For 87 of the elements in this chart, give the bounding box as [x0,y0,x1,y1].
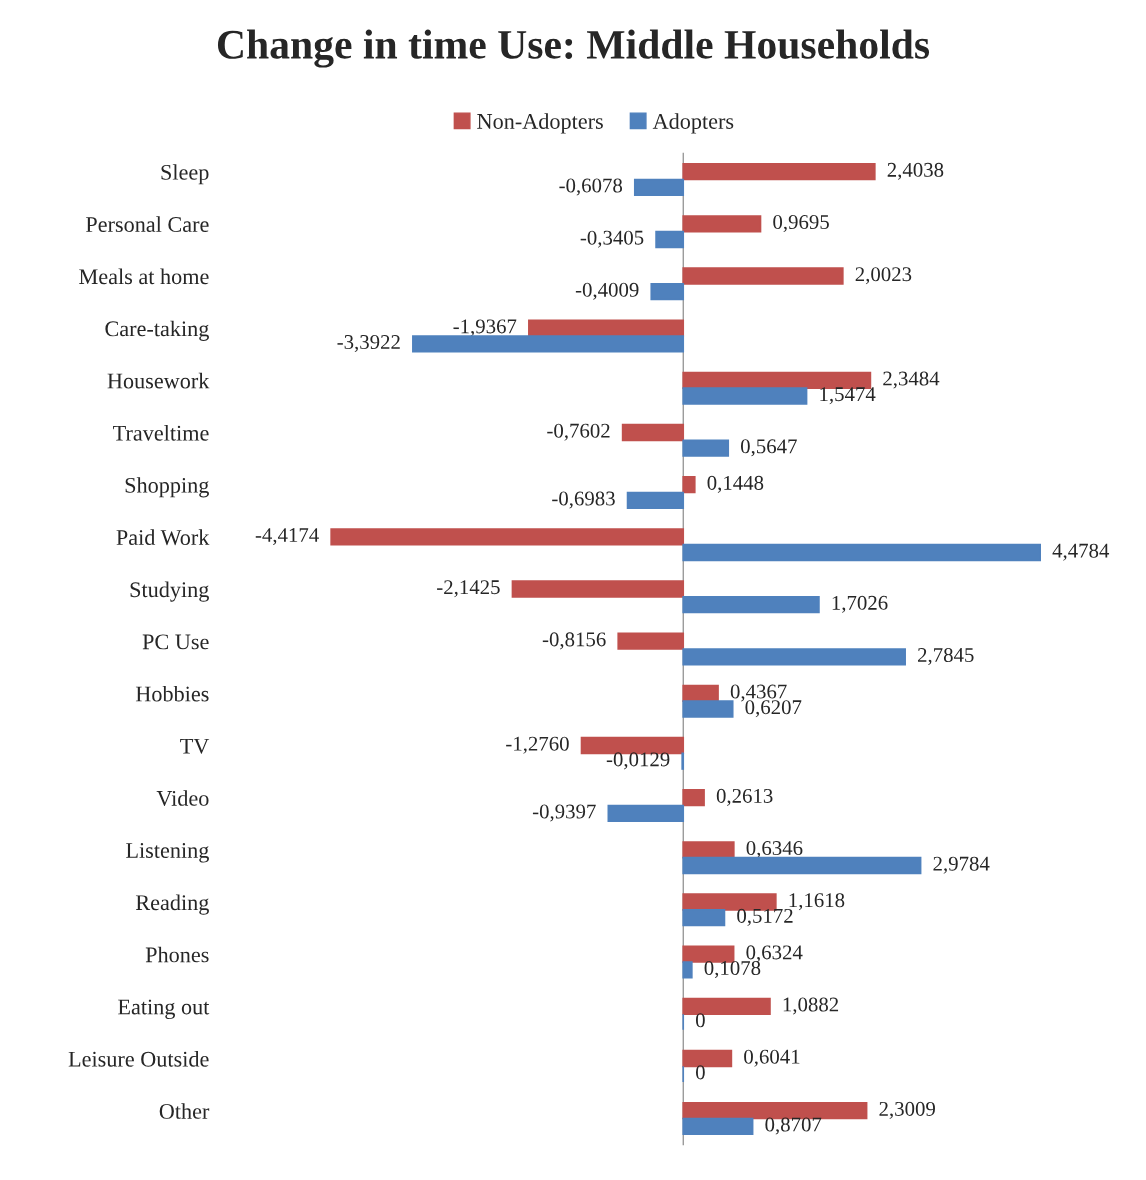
data-label: -1,2760 [506,736,569,754]
data-label: -0,9397 [532,804,596,822]
bar [682,909,726,927]
bar [682,789,705,807]
bar [682,648,906,666]
chart-title: Change in time Use: Middle Households [217,29,930,68]
y-tick-label: Other [159,1103,210,1119]
bar [682,267,844,285]
y-tick-label: PC Use [142,634,209,650]
data-label: 0,2613 [716,788,773,806]
y-tick-label: Meals at home [79,268,209,285]
data-label: -3,3922 [337,335,400,353]
data-label: 0,1448 [707,475,764,493]
bar [682,945,735,963]
data-label: 0,9695 [773,214,829,233]
data-label: 2,7845 [918,647,974,666]
y-tick-label: Video [156,790,209,806]
bar [621,423,685,442]
data-label: 0,8707 [765,1117,822,1135]
y-tick-label: Leisure Outside [68,1051,209,1067]
bar [682,961,693,979]
y-tick-label: TV [180,738,210,754]
data-label: 0,5647 [740,439,797,457]
y-tick-label: Care-taking [105,320,209,341]
data-label: -0,6078 [559,178,623,196]
data-label: 2,3009 [879,1101,935,1119]
bar [682,1117,754,1136]
y-tick-label: Personal Care [85,216,209,232]
bar [330,528,685,546]
bar [682,841,735,859]
y-tick-label: Eating out [118,999,210,1020]
y-tick-label: Listening [126,843,209,863]
data-label: -0,3405 [580,230,644,248]
bar [682,476,696,494]
data-label: 2,4038 [887,162,944,180]
bar [607,804,685,822]
y-tick-label: Phones [145,946,209,963]
bar [682,595,820,614]
data-label: 0,6324 [746,945,803,963]
bar [655,230,685,249]
y-tick-label: Paid Work [116,529,210,546]
data-label: 0 [695,1065,705,1080]
bar [511,580,685,598]
data-label: 1,0882 [783,997,839,1015]
bar [682,700,734,718]
legend-label: Adopters [652,113,734,134]
bar [626,491,685,509]
data-label: 0,6346 [746,841,803,859]
y-tick-label: Reading [135,894,209,915]
y-tick-label: Shopping [125,477,209,498]
y-tick-label: Hobbies [135,685,209,702]
data-label: 2,9784 [933,856,990,874]
data-label: 0,6207 [745,700,802,718]
data-label: 0,6041 [744,1049,800,1067]
data-label: 1,1618 [789,893,845,911]
data-label: -1,9367 [453,319,517,337]
y-tick-label: Housework [107,372,210,389]
bar [682,215,762,233]
bar [682,543,1041,562]
data-label: -0,4009 [575,282,639,300]
bar [682,856,922,875]
data-label: -0,8156 [542,632,606,650]
bar [650,282,685,301]
bar [682,162,876,181]
data-label: -0,0129 [606,752,670,770]
bar [412,335,685,353]
data-label: 2,0023 [855,267,912,285]
data-label: 0,1078 [704,960,761,979]
y-tick-label: Sleep [161,164,209,185]
y-tick-label: Studying [130,581,209,602]
data-label: 0,5172 [737,908,793,926]
data-label: -4,4174 [255,528,319,546]
bar [617,632,685,650]
data-label: -2,1425 [437,580,500,598]
bar [682,387,808,405]
bar [633,178,685,196]
data-label: 0 [695,1013,705,1028]
data-label: 1,5474 [820,387,876,405]
y-tick-label: Traveltime [113,425,209,441]
legend-label: Non-Adopters [477,113,603,134]
data-label: 0,4367 [730,684,787,702]
data-label: 1,7026 [832,595,888,613]
data-label: 4,4784 [1052,543,1110,561]
data-label: 2,3484 [883,371,940,389]
bar [682,439,730,457]
data-label: -0,6983 [552,491,615,509]
data-label: -0,7602 [547,423,610,441]
